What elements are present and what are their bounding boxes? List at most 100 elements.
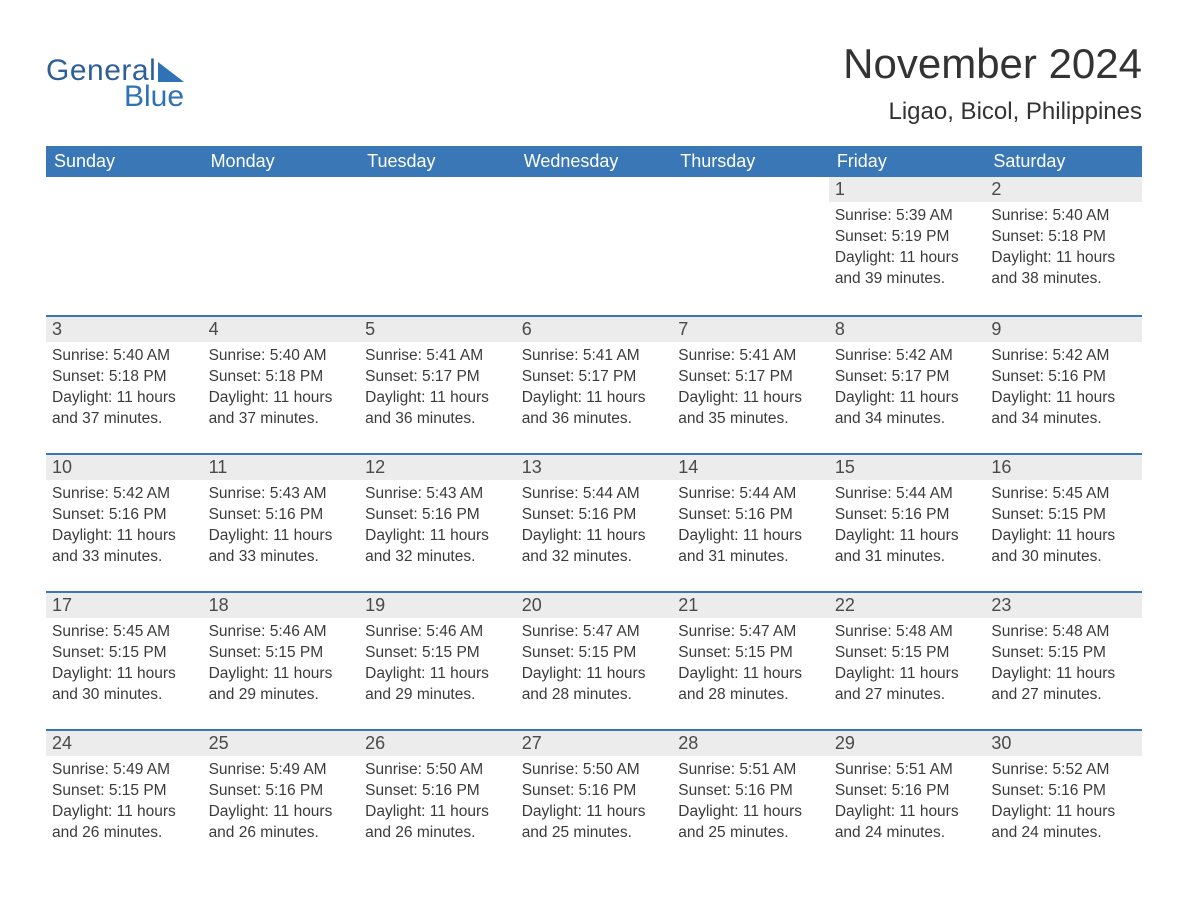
sunset-text: Sunset: 5:15 PM [209, 643, 354, 664]
sunrise-text: Sunrise: 5:48 AM [991, 622, 1136, 643]
day-number: 2 [985, 177, 1142, 202]
daylight-text: Daylight: 11 hours and 29 minutes. [365, 664, 510, 706]
day-details: Sunrise: 5:44 AMSunset: 5:16 PMDaylight:… [516, 480, 673, 574]
calendar-week-row: 17Sunrise: 5:45 AMSunset: 5:15 PMDayligh… [46, 591, 1142, 729]
daylight-text: Daylight: 11 hours and 33 minutes. [52, 526, 197, 568]
day-number: 8 [829, 315, 986, 342]
weekday-header: Sunday [46, 146, 203, 177]
sunset-text: Sunset: 5:15 PM [991, 643, 1136, 664]
title-block: November 2024 Ligao, Bicol, Philippines [843, 40, 1142, 140]
daylight-text: Daylight: 11 hours and 35 minutes. [678, 388, 823, 430]
sunset-text: Sunset: 5:15 PM [52, 643, 197, 664]
brand-triangle-icon [158, 62, 184, 82]
sunset-text: Sunset: 5:19 PM [835, 227, 980, 248]
day-number: 25 [203, 729, 360, 756]
day-details: Sunrise: 5:48 AMSunset: 5:15 PMDaylight:… [985, 618, 1142, 712]
sunrise-text: Sunrise: 5:52 AM [991, 760, 1136, 781]
daylight-text: Daylight: 11 hours and 25 minutes. [678, 802, 823, 844]
sunset-text: Sunset: 5:17 PM [522, 367, 667, 388]
sunset-text: Sunset: 5:16 PM [991, 781, 1136, 802]
sunrise-text: Sunrise: 5:48 AM [835, 622, 980, 643]
calendar-week-row: 1Sunrise: 5:39 AMSunset: 5:19 PMDaylight… [46, 177, 1142, 315]
day-details: Sunrise: 5:40 AMSunset: 5:18 PMDaylight:… [985, 202, 1142, 296]
day-details: Sunrise: 5:42 AMSunset: 5:16 PMDaylight:… [985, 342, 1142, 436]
daylight-text: Daylight: 11 hours and 36 minutes. [365, 388, 510, 430]
weekday-header: Wednesday [516, 146, 673, 177]
sunrise-text: Sunrise: 5:47 AM [678, 622, 823, 643]
day-details: Sunrise: 5:44 AMSunset: 5:16 PMDaylight:… [829, 480, 986, 574]
calendar-day-cell: 24Sunrise: 5:49 AMSunset: 5:15 PMDayligh… [46, 729, 203, 867]
daylight-text: Daylight: 11 hours and 36 minutes. [522, 388, 667, 430]
calendar-day-cell: 11Sunrise: 5:43 AMSunset: 5:16 PMDayligh… [203, 453, 360, 591]
weekday-header: Friday [829, 146, 986, 177]
sunrise-text: Sunrise: 5:46 AM [209, 622, 354, 643]
day-number: 20 [516, 591, 673, 618]
calendar-day-cell: 15Sunrise: 5:44 AMSunset: 5:16 PMDayligh… [829, 453, 986, 591]
sunrise-text: Sunrise: 5:41 AM [365, 346, 510, 367]
sunrise-text: Sunrise: 5:50 AM [365, 760, 510, 781]
sunset-text: Sunset: 5:15 PM [52, 781, 197, 802]
sunrise-text: Sunrise: 5:44 AM [522, 484, 667, 505]
sunrise-text: Sunrise: 5:41 AM [678, 346, 823, 367]
daylight-text: Daylight: 11 hours and 28 minutes. [522, 664, 667, 706]
daylight-text: Daylight: 11 hours and 29 minutes. [209, 664, 354, 706]
day-number: 30 [985, 729, 1142, 756]
day-number: 9 [985, 315, 1142, 342]
calendar-empty-cell [46, 177, 203, 315]
day-number: 28 [672, 729, 829, 756]
calendar-week-row: 3Sunrise: 5:40 AMSunset: 5:18 PMDaylight… [46, 315, 1142, 453]
brand-logo: General Blue [46, 40, 184, 114]
weekday-header: Thursday [672, 146, 829, 177]
day-details: Sunrise: 5:40 AMSunset: 5:18 PMDaylight:… [203, 342, 360, 436]
calendar-day-cell: 18Sunrise: 5:46 AMSunset: 5:15 PMDayligh… [203, 591, 360, 729]
day-number: 1 [829, 177, 986, 202]
calendar-header-row: SundayMondayTuesdayWednesdayThursdayFrid… [46, 146, 1142, 177]
calendar-day-cell: 10Sunrise: 5:42 AMSunset: 5:16 PMDayligh… [46, 453, 203, 591]
day-details: Sunrise: 5:42 AMSunset: 5:17 PMDaylight:… [829, 342, 986, 436]
day-number: 4 [203, 315, 360, 342]
calendar-day-cell: 21Sunrise: 5:47 AMSunset: 5:15 PMDayligh… [672, 591, 829, 729]
day-details: Sunrise: 5:41 AMSunset: 5:17 PMDaylight:… [672, 342, 829, 436]
day-details: Sunrise: 5:49 AMSunset: 5:16 PMDaylight:… [203, 756, 360, 850]
day-details: Sunrise: 5:39 AMSunset: 5:19 PMDaylight:… [829, 202, 986, 296]
weekday-header: Saturday [985, 146, 1142, 177]
daylight-text: Daylight: 11 hours and 31 minutes. [835, 526, 980, 568]
sunrise-text: Sunrise: 5:49 AM [52, 760, 197, 781]
sunrise-text: Sunrise: 5:41 AM [522, 346, 667, 367]
daylight-text: Daylight: 11 hours and 26 minutes. [52, 802, 197, 844]
sunset-text: Sunset: 5:15 PM [678, 643, 823, 664]
sunrise-text: Sunrise: 5:42 AM [835, 346, 980, 367]
day-number: 15 [829, 453, 986, 480]
daylight-text: Daylight: 11 hours and 32 minutes. [522, 526, 667, 568]
sunset-text: Sunset: 5:16 PM [522, 505, 667, 526]
day-number: 21 [672, 591, 829, 618]
sunrise-text: Sunrise: 5:44 AM [835, 484, 980, 505]
sunrise-text: Sunrise: 5:51 AM [678, 760, 823, 781]
sunset-text: Sunset: 5:17 PM [835, 367, 980, 388]
sunset-text: Sunset: 5:16 PM [209, 781, 354, 802]
day-details: Sunrise: 5:45 AMSunset: 5:15 PMDaylight:… [985, 480, 1142, 574]
day-number: 5 [359, 315, 516, 342]
calendar-empty-cell [672, 177, 829, 315]
daylight-text: Daylight: 11 hours and 30 minutes. [991, 526, 1136, 568]
sunset-text: Sunset: 5:15 PM [991, 505, 1136, 526]
calendar-day-cell: 22Sunrise: 5:48 AMSunset: 5:15 PMDayligh… [829, 591, 986, 729]
calendar-day-cell: 30Sunrise: 5:52 AMSunset: 5:16 PMDayligh… [985, 729, 1142, 867]
daylight-text: Daylight: 11 hours and 38 minutes. [991, 248, 1136, 290]
calendar-empty-cell [359, 177, 516, 315]
day-details: Sunrise: 5:52 AMSunset: 5:16 PMDaylight:… [985, 756, 1142, 850]
calendar-day-cell: 12Sunrise: 5:43 AMSunset: 5:16 PMDayligh… [359, 453, 516, 591]
day-details: Sunrise: 5:46 AMSunset: 5:15 PMDaylight:… [203, 618, 360, 712]
sunrise-text: Sunrise: 5:42 AM [991, 346, 1136, 367]
sunrise-text: Sunrise: 5:46 AM [365, 622, 510, 643]
calendar-week-row: 10Sunrise: 5:42 AMSunset: 5:16 PMDayligh… [46, 453, 1142, 591]
day-number: 12 [359, 453, 516, 480]
sunset-text: Sunset: 5:16 PM [678, 781, 823, 802]
day-details: Sunrise: 5:43 AMSunset: 5:16 PMDaylight:… [203, 480, 360, 574]
page-header: General Blue November 2024 Ligao, Bicol,… [46, 40, 1142, 140]
daylight-text: Daylight: 11 hours and 39 minutes. [835, 248, 980, 290]
day-number: 11 [203, 453, 360, 480]
day-details: Sunrise: 5:45 AMSunset: 5:15 PMDaylight:… [46, 618, 203, 712]
calendar-day-cell: 16Sunrise: 5:45 AMSunset: 5:15 PMDayligh… [985, 453, 1142, 591]
sunrise-text: Sunrise: 5:44 AM [678, 484, 823, 505]
